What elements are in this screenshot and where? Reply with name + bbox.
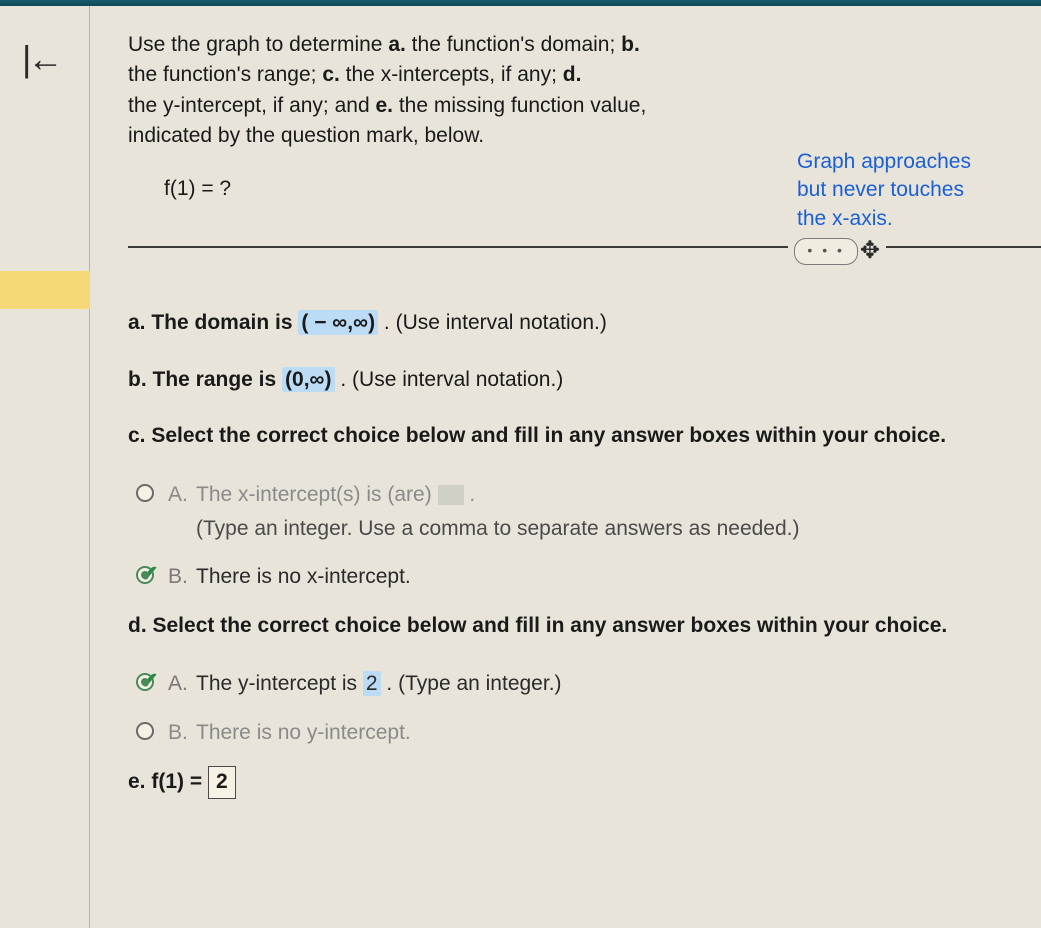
prompt-l1-pre: Use the graph to determine [128, 33, 388, 56]
choice-d-b: B. There is no y-intercept. [136, 718, 1021, 748]
b-value: (0,∞) [282, 367, 334, 392]
main-content: Use the graph to determine a. the functi… [90, 6, 1041, 928]
c-b-text: There is no x-intercept. [196, 562, 1021, 592]
d-a-value: 2 [363, 671, 381, 696]
answer-b: b. The range is (0,∞) . (Use interval no… [128, 365, 1021, 395]
prompt-l3-e: the missing function value, [393, 94, 646, 117]
c-a-blank-input[interactable] [438, 485, 464, 505]
prompt-l2-c: the x-intercepts, if any; [340, 63, 563, 86]
answer-a: a. The domain is ( − ∞,∞) . (Use interva… [128, 308, 1021, 338]
a-post: . (Use interval notation.) [384, 311, 607, 334]
graph-note: Graph approaches but never touches the x… [797, 148, 1017, 233]
label-e: e. [375, 94, 393, 117]
c-a-post: . [469, 483, 475, 506]
graph-note-l2: but never touches [797, 178, 964, 201]
e-value-box[interactable]: 2 [208, 766, 236, 798]
a-pre: a. The domain is [128, 311, 298, 334]
c-a-letter: A. [168, 480, 196, 510]
c-a-hint: (Type an integer. Use a comma to separat… [196, 514, 1021, 544]
d-choices: ✔ A. The y-intercept is 2 . (Type an int… [136, 669, 1021, 748]
d-b-letter: B. [168, 718, 196, 748]
d-a-pre: The y-intercept is [196, 672, 363, 695]
label-c: c. [322, 63, 340, 86]
divider-row: • • • ✥ [128, 234, 1021, 264]
c-a-main: The x-intercept(s) is (are) [196, 483, 438, 506]
d-a-letter: A. [168, 669, 196, 699]
c-prompt: c. Select the correct choice below and f… [128, 421, 1021, 451]
label-d: d. [563, 63, 582, 86]
d-a-text: The y-intercept is 2 . (Type an integer.… [196, 669, 1021, 699]
prompt-text: Use the graph to determine a. the functi… [128, 30, 668, 152]
d-b-text: There is no y-intercept. [196, 718, 1021, 748]
highlight-tab [0, 271, 90, 309]
d-prompt: d. Select the correct choice below and f… [128, 611, 1021, 641]
page-container: |← Use the graph to determine a. the fun… [0, 6, 1041, 928]
prompt-l3-d: the y-intercept, if any; and [128, 94, 375, 117]
c-a-text: The x-intercept(s) is (are) . (Type an i… [196, 480, 1021, 545]
c-choices: A. The x-intercept(s) is (are) . (Type a… [136, 480, 1021, 593]
question-prompt: Use the graph to determine a. the functi… [128, 30, 1021, 204]
check-icon: ✔ [140, 665, 158, 697]
prompt-l4: indicated by the question mark, below. [128, 124, 484, 147]
label-a: a. [388, 33, 406, 56]
back-arrow-button[interactable]: |← [22, 38, 59, 80]
divider-line [128, 246, 1041, 248]
a-value: ( − ∞,∞) [298, 310, 378, 335]
choice-c-b: ✔ B. There is no x-intercept. [136, 562, 1021, 592]
choice-d-a: ✔ A. The y-intercept is 2 . (Type an int… [136, 669, 1021, 699]
radio-c-a[interactable] [136, 484, 154, 502]
label-b: b. [621, 33, 640, 56]
e-pre: e. f(1) = [128, 770, 208, 793]
answers-block: a. The domain is ( − ∞,∞) . (Use interva… [128, 308, 1021, 798]
radio-d-b[interactable] [136, 722, 154, 740]
radio-c-b[interactable]: ✔ [136, 566, 154, 584]
left-margin: |← [0, 6, 90, 928]
check-icon: ✔ [140, 558, 158, 590]
b-post: . (Use interval notation.) [340, 368, 563, 391]
drag-handle[interactable]: • • • ✥ [788, 234, 886, 269]
prompt-l2-b: the function's range; [128, 63, 322, 86]
d-a-post: . (Type an integer.) [381, 672, 562, 695]
prompt-l1-a: the function's domain; [406, 33, 621, 56]
answer-e: e. f(1) = 2 [128, 766, 1021, 798]
radio-d-a[interactable]: ✔ [136, 673, 154, 691]
b-pre: b. The range is [128, 368, 282, 391]
move-icon: ✥ [860, 234, 880, 269]
c-b-letter: B. [168, 562, 196, 592]
graph-note-l1: Graph approaches [797, 150, 971, 173]
graph-note-l3: the x-axis. [797, 207, 893, 230]
choice-c-a: A. The x-intercept(s) is (are) . (Type a… [136, 480, 1021, 545]
drag-dots-icon: • • • [794, 238, 857, 264]
